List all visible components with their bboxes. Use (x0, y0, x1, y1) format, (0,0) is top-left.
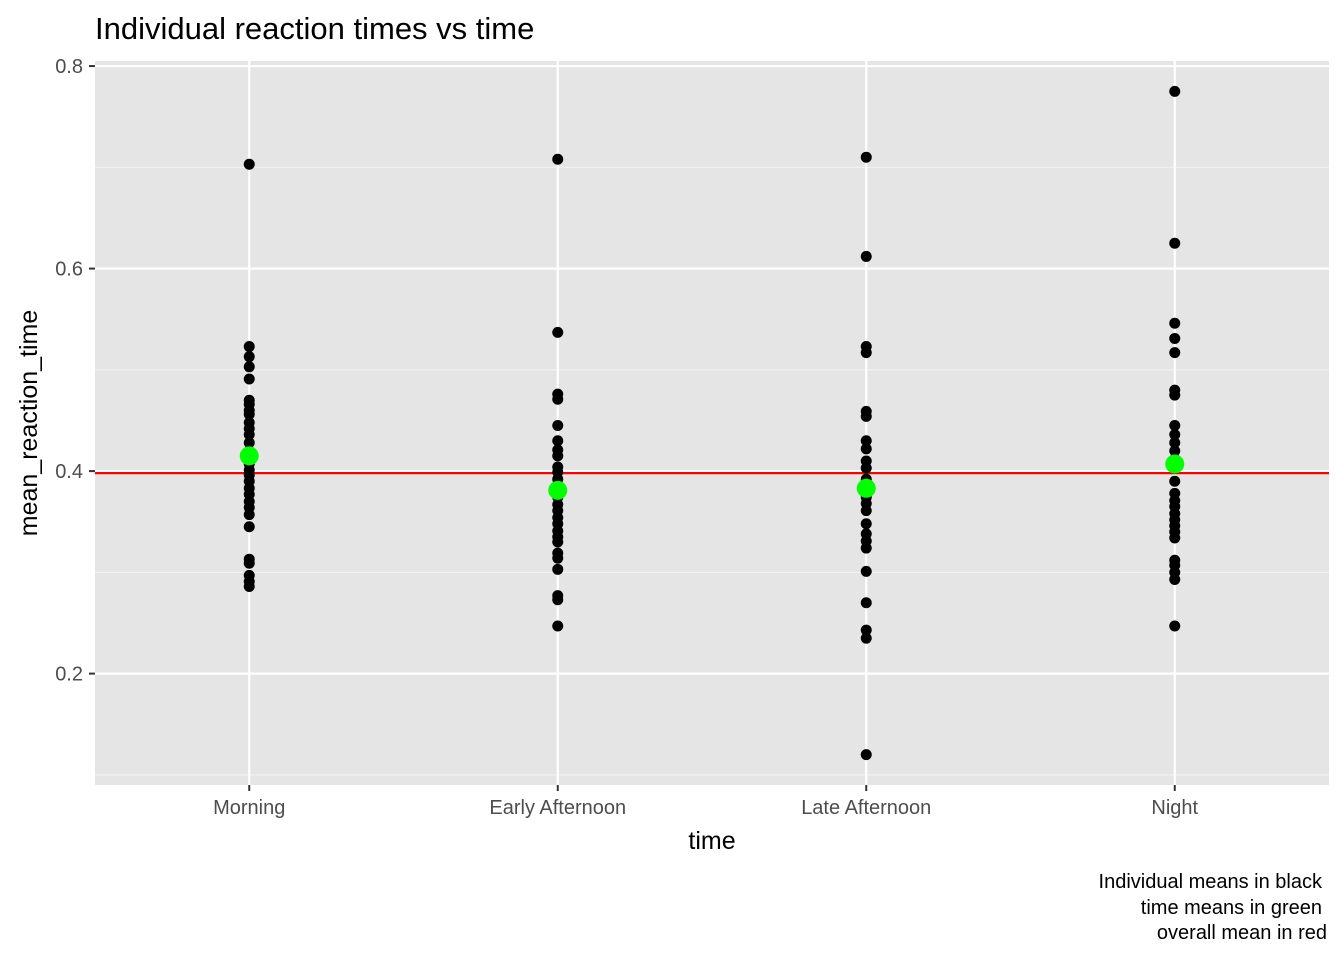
individual-mean-point (860, 435, 872, 447)
individual-mean-point (243, 429, 255, 441)
individual-mean-point (1169, 445, 1181, 457)
x-tick-label: Early Afternoon (489, 797, 626, 819)
x-tick-label: Morning (213, 797, 285, 819)
time-mean-point (1165, 454, 1185, 474)
time-mean-point (548, 480, 568, 500)
caption-line-2: time means in green (1141, 897, 1322, 919)
individual-mean-point (1169, 420, 1181, 432)
individual-mean-point (860, 250, 872, 262)
individual-mean-point (1169, 85, 1181, 97)
individual-mean-point (860, 597, 872, 609)
individual-mean-point (1169, 332, 1181, 344)
individual-mean-point (1169, 532, 1181, 544)
individual-mean-point (243, 341, 255, 353)
individual-mean-point (860, 462, 872, 474)
y-tick-label: 0.2 (55, 664, 83, 686)
individual-mean-point (552, 153, 564, 165)
individual-mean-point (1169, 437, 1181, 449)
individual-mean-point (552, 563, 564, 575)
individual-mean-point (1169, 620, 1181, 632)
y-axis: 0.2 0.4 0.6 0.8 (55, 56, 95, 686)
time-mean-point (856, 478, 876, 498)
individual-mean-point (860, 518, 872, 530)
y-tick-label: 0.4 (55, 461, 83, 483)
plot-panel (95, 61, 1329, 785)
individual-mean-point (860, 542, 872, 554)
individual-mean-point (860, 151, 872, 163)
individual-mean-point (860, 443, 872, 455)
individual-mean-point (552, 393, 564, 405)
time-mean-point (239, 446, 259, 466)
individual-mean-point (1169, 237, 1181, 249)
group-means-layer (239, 446, 1185, 500)
individual-mean-point (552, 594, 564, 606)
caption-line-3: overall mean in red (1157, 922, 1327, 944)
individual-mean-point (860, 347, 872, 359)
individual-mean-point (552, 435, 564, 447)
individual-mean-point (552, 536, 564, 548)
individual-mean-point (1169, 475, 1181, 487)
individual-mean-point (860, 410, 872, 422)
individual-mean-point (243, 158, 255, 170)
individual-mean-point (243, 509, 255, 521)
individual-mean-point (860, 565, 872, 577)
caption-line-1: Individual means in black (1099, 871, 1323, 893)
individual-mean-point (1169, 429, 1181, 441)
caption: Individual means in black time means in … (1099, 871, 1327, 944)
y-axis-title: mean_reaction_time (15, 310, 43, 537)
x-tick-label: Night (1151, 797, 1198, 819)
individual-mean-point (552, 420, 564, 432)
x-tick-label: Late Afternoon (801, 797, 931, 819)
individual-mean-point (243, 437, 255, 449)
individual-mean-point (1169, 347, 1181, 359)
individual-mean-point (1169, 573, 1181, 585)
individual-mean-point (860, 632, 872, 644)
individual-mean-point (860, 749, 872, 761)
individual-mean-point (552, 326, 564, 338)
individual-mean-point (243, 351, 255, 363)
individual-mean-point (243, 408, 255, 420)
individual-mean-point (243, 581, 255, 593)
individual-mean-point (860, 505, 872, 517)
x-axis: Morning Early Afternoon Late Afternoon Nigh… (213, 785, 1199, 819)
x-axis-title: time (688, 827, 735, 855)
minor-gridlines (95, 166, 1329, 776)
individual-mean-point (552, 450, 564, 462)
y-tick-label: 0.6 (55, 259, 83, 281)
individual-mean-point (1169, 389, 1181, 401)
individual-mean-point (243, 521, 255, 533)
individual-mean-point (243, 373, 255, 385)
individual-mean-point (860, 624, 872, 636)
individual-mean-point (243, 361, 255, 373)
points-layer (243, 85, 1181, 761)
individual-mean-point (552, 620, 564, 632)
individual-mean-point (243, 557, 255, 569)
y-tick-label: 0.8 (55, 56, 83, 78)
individual-mean-point (552, 552, 564, 564)
chart-title: Individual reaction times vs time (95, 11, 534, 46)
individual-mean-point (1169, 317, 1181, 329)
